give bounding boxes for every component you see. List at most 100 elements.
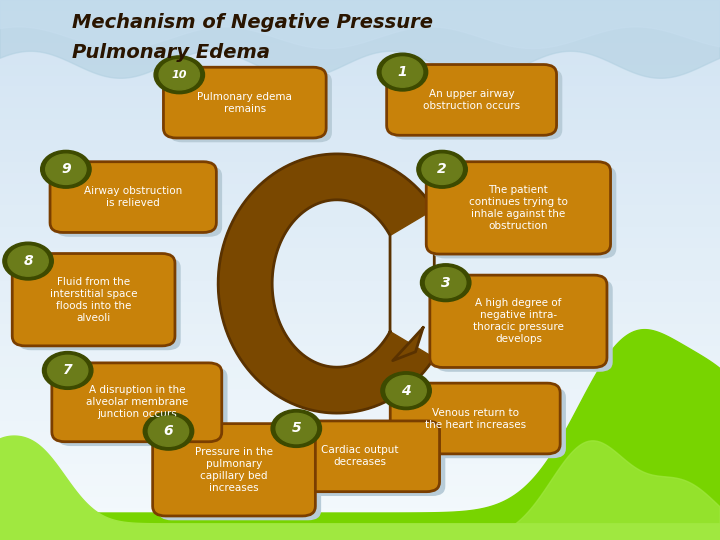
Bar <box>0 486 720 497</box>
Bar <box>0 119 720 130</box>
FancyBboxPatch shape <box>392 69 562 140</box>
Circle shape <box>382 57 423 87</box>
Circle shape <box>276 414 317 444</box>
Bar <box>0 54 720 65</box>
FancyBboxPatch shape <box>169 71 332 142</box>
Circle shape <box>8 246 48 276</box>
Circle shape <box>271 409 322 447</box>
Bar <box>0 270 720 281</box>
FancyBboxPatch shape <box>287 426 445 496</box>
Text: 7: 7 <box>63 363 73 377</box>
Circle shape <box>46 154 86 185</box>
Text: 8: 8 <box>23 254 33 268</box>
Text: 5: 5 <box>292 422 301 435</box>
FancyBboxPatch shape <box>50 162 216 232</box>
Bar <box>0 238 720 248</box>
Text: An upper airway
obstruction occurs: An upper airway obstruction occurs <box>423 89 520 111</box>
Bar <box>0 184 720 194</box>
FancyBboxPatch shape <box>280 421 439 491</box>
Text: Pressure in the
pulmonary
capillary bed
increases: Pressure in the pulmonary capillary bed … <box>195 447 273 493</box>
Bar <box>0 367 720 378</box>
Circle shape <box>154 56 204 94</box>
Text: 3: 3 <box>441 276 451 289</box>
Bar <box>0 281 720 292</box>
Circle shape <box>417 151 467 188</box>
Circle shape <box>148 416 189 446</box>
Bar <box>0 65 720 76</box>
Bar <box>0 140 720 151</box>
Bar <box>0 335 720 346</box>
Bar <box>0 410 720 421</box>
Polygon shape <box>218 154 434 413</box>
Text: Mechanism of Negative Pressure: Mechanism of Negative Pressure <box>72 14 433 32</box>
Text: Pulmonary edema
remains: Pulmonary edema remains <box>197 92 292 113</box>
Text: 4: 4 <box>401 384 411 397</box>
FancyBboxPatch shape <box>12 254 175 346</box>
Circle shape <box>422 154 462 185</box>
Bar <box>0 173 720 184</box>
FancyBboxPatch shape <box>436 280 613 372</box>
Bar <box>0 76 720 86</box>
Bar <box>0 11 720 22</box>
Bar <box>0 508 720 518</box>
FancyBboxPatch shape <box>396 388 566 458</box>
Bar <box>0 248 720 259</box>
Bar <box>0 86 720 97</box>
Bar <box>0 421 720 432</box>
Polygon shape <box>392 328 423 361</box>
Bar <box>0 194 720 205</box>
Bar <box>0 443 720 454</box>
Bar <box>0 205 720 216</box>
Text: A disruption in the
alveolar membrane
junction occurs: A disruption in the alveolar membrane ju… <box>86 386 188 419</box>
Bar <box>0 22 720 32</box>
Bar <box>0 32 720 43</box>
FancyBboxPatch shape <box>153 423 315 516</box>
Bar <box>0 43 720 54</box>
Bar <box>0 356 720 367</box>
Bar <box>0 216 720 227</box>
FancyBboxPatch shape <box>56 166 222 237</box>
Bar <box>0 130 720 140</box>
Bar <box>0 292 720 302</box>
FancyBboxPatch shape <box>390 383 560 454</box>
Text: Airway obstruction
is relieved: Airway obstruction is relieved <box>84 186 182 208</box>
FancyBboxPatch shape <box>430 275 607 367</box>
Circle shape <box>42 352 93 389</box>
Bar <box>0 324 720 335</box>
Bar <box>0 454 720 464</box>
Bar <box>0 0 720 11</box>
Bar <box>0 346 720 356</box>
Text: Pulmonary Edema: Pulmonary Edema <box>72 43 270 62</box>
Bar <box>0 400 720 410</box>
Circle shape <box>377 53 428 91</box>
Bar <box>0 108 720 119</box>
FancyBboxPatch shape <box>387 65 557 136</box>
FancyBboxPatch shape <box>158 428 321 521</box>
FancyBboxPatch shape <box>58 367 228 446</box>
Bar <box>0 313 720 324</box>
Text: The patient
continues trying to
inhale against the
obstruction: The patient continues trying to inhale a… <box>469 185 568 231</box>
Text: A high degree of
negative intra-
thoracic pressure
develops: A high degree of negative intra- thoraci… <box>473 298 564 345</box>
Bar <box>0 475 720 486</box>
Bar <box>0 97 720 108</box>
Circle shape <box>3 242 53 280</box>
Bar <box>0 529 720 540</box>
Bar <box>0 162 720 173</box>
Bar <box>0 389 720 400</box>
Text: Fluid from the
interstitial space
floods into the
alveoli: Fluid from the interstitial space floods… <box>50 276 138 323</box>
Text: 6: 6 <box>163 424 174 438</box>
Circle shape <box>386 376 426 406</box>
Bar <box>0 518 720 529</box>
Text: Venous return to
the heart increases: Venous return to the heart increases <box>425 408 526 429</box>
Bar <box>0 302 720 313</box>
Circle shape <box>143 413 194 450</box>
Bar <box>0 378 720 389</box>
Bar <box>0 259 720 270</box>
Text: 1: 1 <box>397 65 408 79</box>
Text: Cardiac output
decreases: Cardiac output decreases <box>321 446 399 467</box>
Bar <box>0 432 720 443</box>
FancyBboxPatch shape <box>432 166 616 259</box>
Bar <box>0 464 720 475</box>
Circle shape <box>420 264 471 301</box>
Bar <box>0 151 720 162</box>
